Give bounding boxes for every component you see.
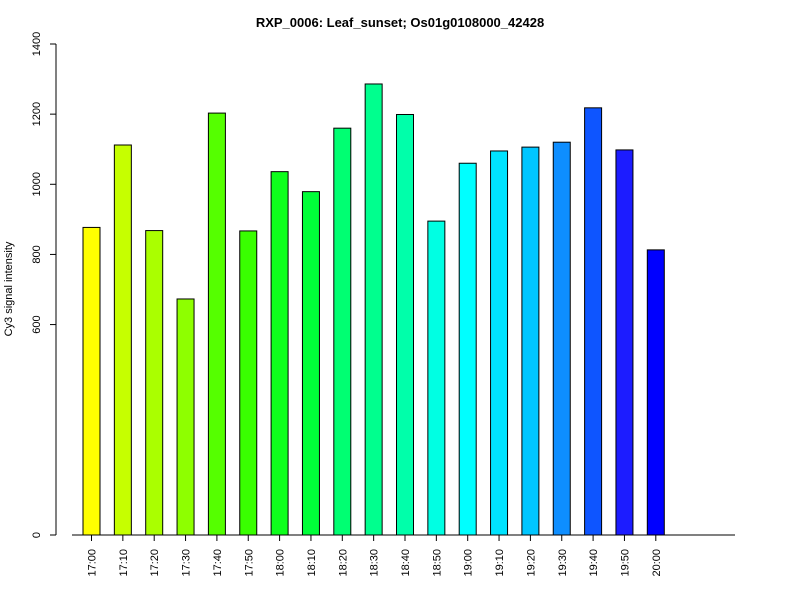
y-axis-ticks: 0 600 800 1000 1200 1400: [31, 32, 56, 538]
bar-2000: [646, 249, 665, 536]
x-tick-label: 19:10: [494, 549, 506, 577]
bar-1700: [82, 226, 101, 536]
bar-1800: [270, 171, 289, 536]
bar-1730: [176, 298, 195, 536]
bar-1710: [113, 144, 132, 536]
x-tick-label: 18:50: [431, 549, 443, 577]
x-tick-label: 19:50: [619, 549, 631, 577]
x-tick-label: 19:20: [525, 549, 537, 577]
bar-1840: [396, 113, 414, 536]
x-tick-label: 17:40: [212, 549, 224, 577]
bar-1810: [301, 191, 320, 536]
x-tick-label: 18:10: [306, 549, 318, 577]
y-axis-label: Cy3 signal intensity: [3, 241, 15, 336]
x-axis-ticks: 17:00 17:10 17:20 17:30 17:40 17:50 18:00 18:10…: [87, 535, 663, 577]
bar-1920: [521, 146, 540, 536]
bar-1910: [490, 150, 509, 536]
x-tick-label: 17:10: [118, 549, 130, 577]
x-tick-label: 17:30: [181, 549, 193, 577]
bar-1830: [364, 83, 383, 536]
bar-1930: [552, 141, 571, 536]
x-tick-label: 19:00: [463, 549, 475, 577]
bar-1750: [239, 230, 258, 536]
x-tick-label: 18:00: [275, 549, 287, 577]
x-tick-label: 18:30: [369, 549, 381, 577]
y-tick-label: 1000: [31, 172, 43, 196]
chart-title: RXP_0006: Leaf_sunset; Os01g0108000_4242…: [256, 15, 544, 30]
y-tick-label: 1400: [31, 32, 43, 56]
x-tick-label: 17:00: [87, 549, 99, 577]
x-tick-label: 20:00: [651, 549, 663, 577]
y-tick-label: 0: [31, 532, 43, 538]
y-tick-label: 600: [31, 315, 43, 333]
x-tick-label: 19:30: [557, 549, 569, 577]
bar-1940: [584, 107, 603, 536]
y-tick-label: 800: [31, 245, 43, 263]
y-tick-label: 1200: [31, 102, 43, 126]
x-tick-label: 17:20: [149, 549, 161, 577]
bar-1740: [207, 112, 226, 536]
x-tick-label: 18:20: [337, 549, 349, 577]
bar-1900: [458, 162, 477, 536]
bar-1950: [615, 149, 634, 536]
x-tick-label: 17:50: [243, 549, 255, 577]
bar-1850: [427, 220, 446, 536]
bar-1820: [333, 127, 352, 536]
bars-group: [82, 83, 665, 536]
x-tick-label: 19:40: [588, 549, 600, 577]
x-tick-label: 18:40: [400, 549, 412, 577]
bar-1720: [145, 230, 164, 536]
